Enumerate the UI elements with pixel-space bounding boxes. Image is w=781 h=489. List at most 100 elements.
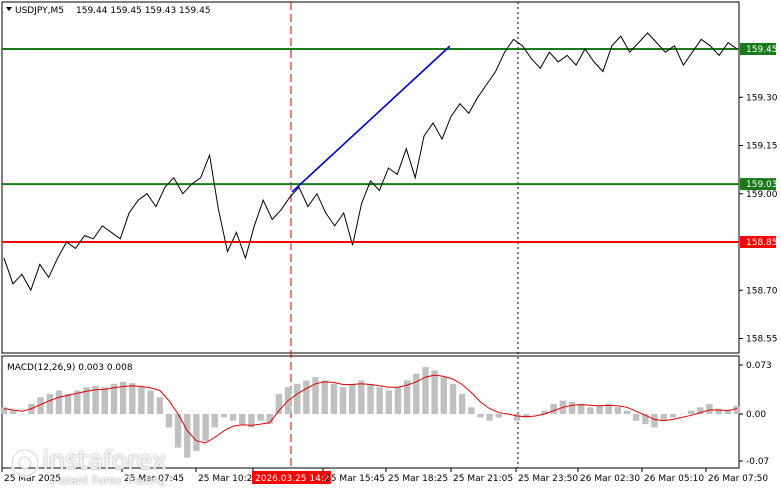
macd-tick-label: -0.07 [746,457,769,467]
macd-histogram-bar [55,390,63,414]
macd-histogram-bar [156,397,163,414]
macd-histogram-bar [312,377,319,414]
price-panel[interactable] [1,1,740,354]
macd-histogram-bar [449,383,457,414]
watermark-brand: instaforex [42,446,167,476]
macd-histogram-bar [486,414,493,421]
macd-histogram-bar [688,410,695,414]
macd-histogram-bar [541,410,548,414]
time-tick-label: 25 Mar 10:25 [198,474,258,484]
price-tick-label: 159.00 [746,190,778,200]
level-tag-text-support: 158.85 [746,238,778,248]
macd-histogram-bar [202,414,209,441]
macd-histogram-bar [10,410,17,414]
trend-line[interactable] [291,45,451,193]
macd-histogram-bar [642,414,649,425]
level-tag-text-middle: 159.03 [746,180,778,190]
price-tick-label: 159.15 [746,142,778,152]
time-tick-label: 25 Mar 2025 [4,474,61,484]
macd-histogram-bar [321,380,328,414]
macd-histogram-bar [550,403,557,414]
macd-histogram-bar [37,397,44,414]
macd-histogram-bar [532,414,539,415]
macd-histogram-bar [568,401,576,414]
macd-histogram-bar [266,414,273,425]
macd-histogram-bar [422,367,429,414]
macd-histogram-bar [92,385,99,414]
macd-histogram-bar [669,414,677,418]
macd-histogram-bar [257,414,264,421]
macd-histogram-bar [64,393,72,414]
macd-histogram-bar [294,383,301,414]
macd-histogram-bar [275,393,283,414]
macd-histogram-bar [0,407,8,414]
macd-histogram-bar [138,387,145,414]
macd-histogram-bar [614,407,622,414]
price-tick-label: 158.70 [746,286,778,296]
time-highlight-label: 2026.03.25 14:25 [255,474,335,484]
macd-histogram-bar [715,408,722,414]
time-tick-label: 25 Mar 21:05 [453,474,513,484]
macd-histogram-bar [633,414,640,421]
macd-histogram-bar [119,381,127,414]
symbol-label: USDJPY,M5 [15,6,64,16]
macd-histogram-bar [413,373,420,414]
macd-histogram-bar [651,414,658,428]
time-highlight-tag [252,471,331,484]
macd-histogram-bar [385,390,392,414]
macd-signal-line [3,374,738,444]
macd-histogram-bar [733,405,741,414]
macd-histogram-bar [495,414,502,418]
macd-histogram-bar [129,383,136,414]
macd-histogram-bar [19,414,26,415]
macd-histogram-bar [477,414,484,418]
macd-histogram-bar [678,414,686,415]
macd-histogram-bar [431,370,438,414]
dropdown-triangle-icon[interactable] [6,7,12,11]
time-tick-label: 25 Mar 07:45 [124,474,184,484]
macd-histogram-bar [468,407,475,414]
time-tick-label: 26 Mar 07:50 [708,474,768,484]
macd-tick-label: 0.073 [746,361,772,371]
time-tick-label: 25 Mar 18:25 [388,474,448,484]
macd-histogram-bar [220,414,228,418]
macd-histogram-bar [513,414,521,421]
macd-histogram-bar [147,390,154,414]
macd-histogram-bar [165,414,173,428]
macd-histogram-bar [110,383,118,414]
macd-histogram-bar [358,380,365,414]
macd-histogram-bar [248,414,255,428]
macd-histogram-bar [239,414,246,425]
macd-histogram-bar [623,410,631,414]
macd-histogram-bar [101,387,108,414]
macd-histogram-bar [303,380,310,414]
level-tag-text-resistance: 159.45 [746,45,778,55]
macd-label: MACD(12,26,9) 0.003 0.008 [7,363,133,373]
macd-histogram-bar [605,403,612,414]
macd-histogram-bar [330,383,338,414]
macd-histogram-bar [403,380,411,414]
macd-histogram-bar [83,387,90,414]
macd-histogram-bar [193,414,200,451]
price-tick-label: 158.55 [746,335,778,345]
macd-histogram-bar [706,403,713,414]
level-tag-resistance [740,43,776,55]
macd-histogram-bar [174,414,182,448]
macd-histogram-bar [339,387,347,414]
macd-histogram-bar [596,405,603,414]
ohlc-readout: 159.44 159.45 159.43 159.45 [76,6,211,16]
time-tick-label: 26 Mar 02:30 [580,474,640,484]
instaforex-logo-icon [10,448,40,478]
macd-histogram-bar [578,403,585,414]
price-series-line [3,32,738,292]
watermark-tagline: Instant Forex Trading [50,474,166,487]
macd-tick-label: 0.00 [746,410,766,420]
macd-histogram-bar [440,377,447,414]
level-tag-support [740,236,776,248]
macd-histogram-bar [211,414,218,428]
macd-histogram-bar [46,393,53,414]
macd-histogram-bar [697,407,704,414]
macd-histogram-bar [724,410,731,414]
time-tick-label: 26 Mar 05:10 [644,474,704,484]
